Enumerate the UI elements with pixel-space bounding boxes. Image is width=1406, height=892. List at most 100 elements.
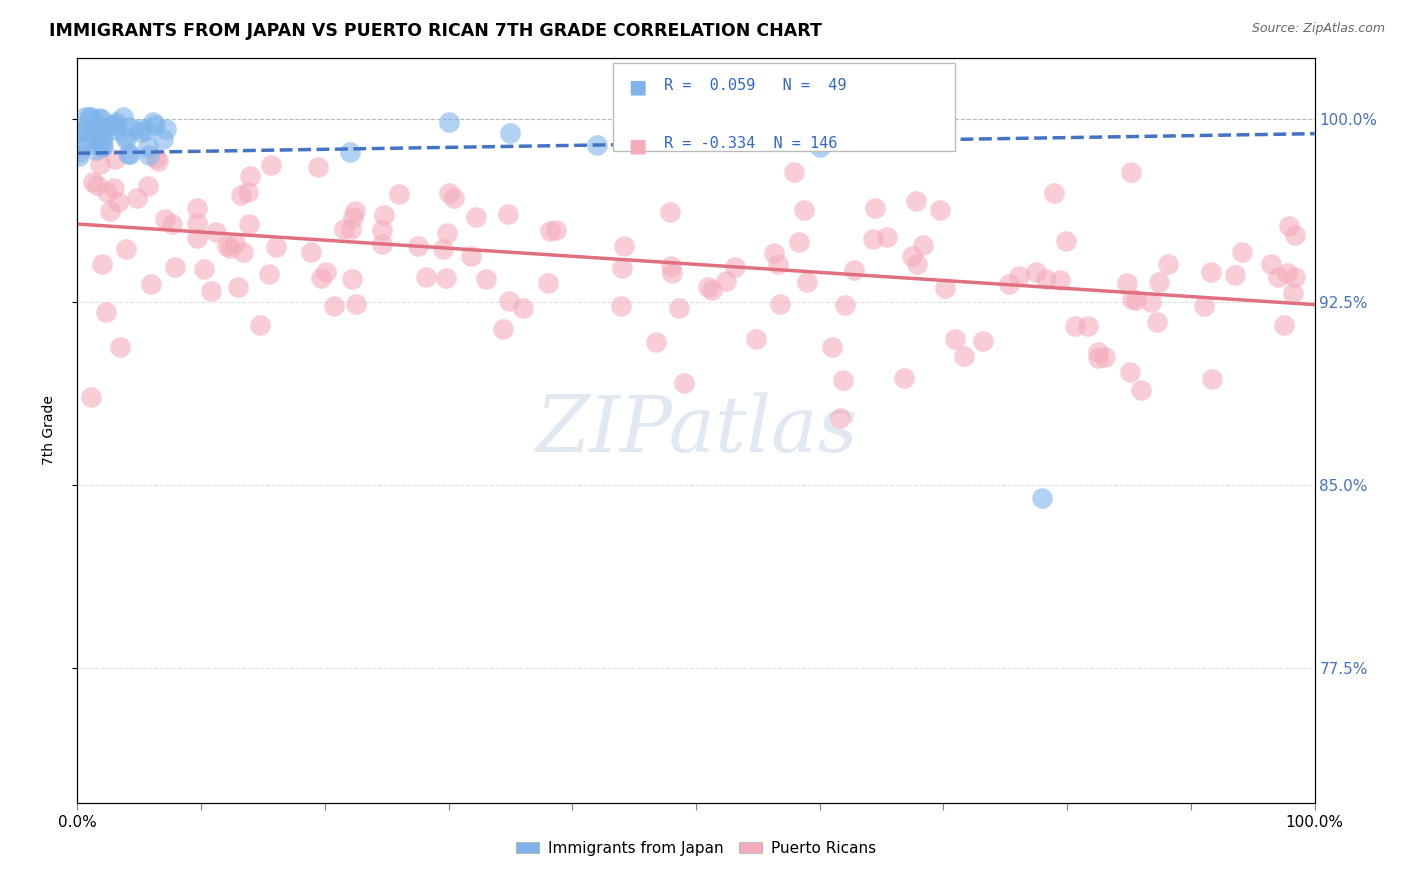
Point (610, 261, 633, 276)
Point (496, 207, 519, 221)
Point (218, 241, 240, 255)
Point (315, 265, 337, 279)
Point (125, 191, 148, 205)
Point (538, 224, 561, 238)
Legend: Immigrants from Japan, Puerto Ricans: Immigrants from Japan, Puerto Ricans (510, 835, 882, 863)
Point (787, 235, 810, 249)
Point (544, 222, 567, 236)
Text: IMMIGRANTS FROM JAPAN VS PUERTO RICAN 7TH GRADE CORRELATION CHART: IMMIGRANTS FROM JAPAN VS PUERTO RICAN 7T… (49, 22, 823, 40)
Point (101, 118, 124, 132)
Point (90, 257, 112, 271)
Point (893, 370, 915, 384)
Point (204, 225, 226, 239)
Point (1260, 257, 1282, 271)
Point (912, 238, 935, 252)
Point (766, 257, 789, 271)
Point (323, 299, 346, 313)
Point (465, 210, 488, 224)
Point (232, 245, 254, 260)
Text: R =  0.059   N =  49: R = 0.059 N = 49 (664, 78, 846, 93)
Point (1115, 276, 1137, 290)
Point (128, 121, 150, 136)
Point (697, 280, 720, 294)
Point (1275, 267, 1298, 281)
Point (491, 321, 513, 335)
Point (238, 217, 260, 231)
Point (90, 112, 112, 126)
Point (114, 129, 136, 144)
Point (142, 115, 165, 129)
Point (89, 111, 111, 125)
Point (299, 244, 322, 259)
Point (67, 125, 90, 139)
Point (93, 120, 115, 135)
Point (499, 126, 522, 140)
Point (103, 181, 125, 195)
Point (1284, 227, 1306, 242)
Point (460, 249, 482, 263)
Point (105, 115, 128, 129)
Point (710, 123, 733, 137)
Text: ■: ■ (628, 136, 647, 155)
Point (1282, 285, 1305, 300)
Point (1230, 244, 1253, 259)
Point (86, 178, 108, 192)
Point (1267, 270, 1289, 285)
Point (1119, 165, 1142, 179)
Point (236, 185, 259, 199)
Point (842, 263, 865, 277)
Point (82, 125, 104, 139)
Point (79, 130, 101, 145)
Point (152, 132, 174, 146)
Point (84, 143, 107, 157)
Point (155, 122, 177, 136)
Point (1130, 383, 1153, 397)
Point (344, 203, 367, 218)
Point (998, 277, 1021, 292)
Point (200, 284, 222, 298)
Point (928, 202, 950, 217)
Point (1201, 372, 1223, 386)
Point (1031, 491, 1053, 505)
Point (98, 204, 121, 219)
Point (193, 261, 215, 276)
Point (645, 334, 668, 349)
Point (73, 123, 96, 137)
Point (148, 153, 170, 168)
Point (266, 240, 288, 254)
Point (388, 187, 411, 202)
Point (114, 242, 136, 256)
Point (659, 259, 682, 273)
Point (82, 175, 104, 189)
Point (104, 122, 127, 136)
Point (724, 260, 747, 274)
Point (498, 294, 520, 309)
Point (371, 223, 394, 237)
Point (537, 277, 560, 291)
Point (1192, 299, 1215, 313)
Point (1008, 269, 1031, 284)
Point (260, 158, 283, 172)
Point (1094, 350, 1116, 364)
Point (373, 209, 395, 223)
Point (1025, 265, 1047, 279)
Point (136, 178, 159, 193)
Point (115, 131, 138, 145)
Point (474, 272, 496, 286)
Point (89, 157, 111, 171)
Point (1049, 273, 1071, 287)
Point (104, 152, 127, 166)
Point (406, 239, 429, 253)
Point (307, 160, 329, 174)
Point (876, 230, 898, 244)
Point (145, 151, 167, 165)
Point (91, 140, 114, 154)
Point (141, 277, 163, 291)
Point (186, 201, 208, 215)
Point (69, 125, 91, 139)
Point (344, 297, 367, 311)
Point (905, 257, 928, 271)
Point (163, 260, 186, 275)
Point (714, 273, 737, 287)
Point (783, 165, 806, 179)
